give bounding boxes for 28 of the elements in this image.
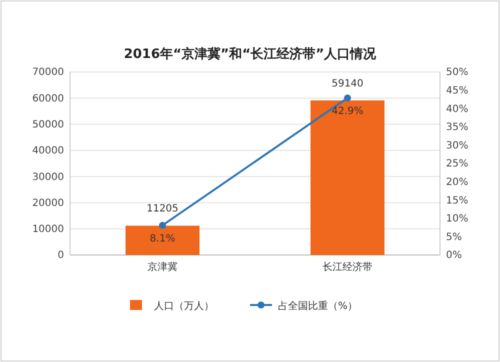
chart-title: 2016年“京津冀”和“长江经济带”人口情况 xyxy=(124,46,378,62)
y2-tick-label: 5% xyxy=(446,232,462,243)
data-label: 42.9% xyxy=(332,106,364,117)
y2-tick-label: 25% xyxy=(446,158,468,170)
y2-tick-label: 15% xyxy=(446,195,468,206)
y2-tick-label: 50% xyxy=(446,67,468,78)
y2-tick-label: 40% xyxy=(446,104,468,115)
data-label: 11205 xyxy=(146,204,178,215)
y-tick-label: 10000 xyxy=(32,224,64,236)
x-tick-label: 京津冀 xyxy=(148,261,178,274)
y-tick-label: 50000 xyxy=(32,119,64,130)
legend-label: 占全国比重（%） xyxy=(278,300,358,312)
y-tick-label: 0 xyxy=(58,250,64,262)
y-tick-label: 40000 xyxy=(32,146,64,157)
y2-tick-label: 45% xyxy=(446,86,468,96)
y-tick-label: 70000 xyxy=(32,67,64,78)
y2-tick-label: 0% xyxy=(446,250,462,262)
y-tick-label: 60000 xyxy=(32,93,64,104)
data-label: 59140 xyxy=(332,78,364,90)
y2-tick-label: 10% xyxy=(446,214,468,225)
y2-tick-label: 30% xyxy=(446,140,468,152)
y2-tick-label: 20% xyxy=(446,177,468,188)
data-label: 8.1% xyxy=(150,233,176,244)
x-tick-label: 长江经济带 xyxy=(322,261,372,274)
y-tick-label: 30000 xyxy=(32,172,64,183)
legend-label: 人口（万人） xyxy=(154,301,214,312)
y-tick-label: 20000 xyxy=(32,198,64,209)
y2-tick-label: 35% xyxy=(446,122,468,134)
